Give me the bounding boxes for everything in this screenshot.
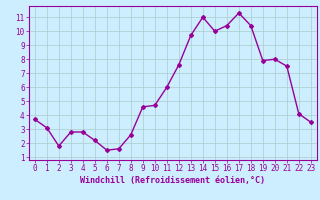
X-axis label: Windchill (Refroidissement éolien,°C): Windchill (Refroidissement éolien,°C) [80,176,265,185]
